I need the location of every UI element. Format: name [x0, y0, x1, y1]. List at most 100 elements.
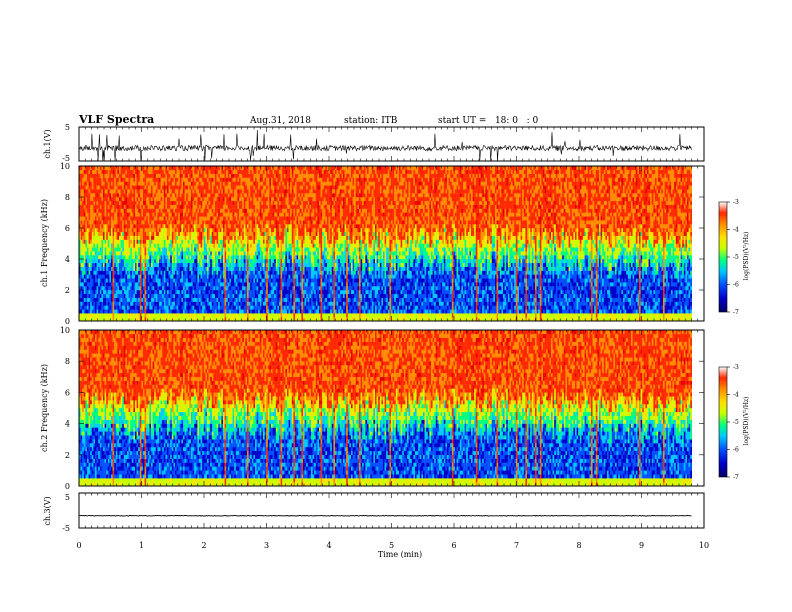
- spectro-cell: [243, 290, 246, 295]
- spectro-cell: [237, 208, 240, 213]
- spectro-cell: [261, 255, 264, 260]
- spectro-cell: [127, 290, 129, 295]
- spectro-cell: [149, 235, 152, 240]
- spectro-cell: [247, 185, 249, 190]
- spectro-cell: [170, 297, 172, 302]
- spectro-cell: [127, 224, 129, 229]
- spectro-cell: [127, 220, 129, 225]
- spectro-cell: [263, 286, 265, 291]
- spectro-cell: [171, 266, 174, 271]
- spectro-cell: [130, 228, 132, 233]
- spectro-cell: [266, 286, 268, 291]
- spectro-cell: [152, 274, 155, 279]
- spectro-cell: [91, 293, 94, 298]
- spectro-cell: [123, 193, 126, 198]
- spectro-cell: [170, 173, 172, 178]
- spectro-cell: [187, 251, 190, 256]
- spectro-cell: [136, 193, 139, 198]
- spectro-cell: [155, 255, 158, 260]
- spectro-cell: [107, 173, 110, 178]
- spectro-cell: [143, 297, 145, 302]
- spectro-cell: [151, 185, 153, 190]
- spectro-cell: [243, 231, 246, 236]
- spectro-cell: [112, 247, 115, 252]
- spectro-cell: [178, 239, 180, 244]
- spectro-cell: [99, 313, 102, 318]
- spectro-cell: [235, 200, 238, 205]
- spectro-cell: [264, 305, 267, 310]
- spectro-cell: [187, 166, 190, 171]
- spectro-cell: [232, 259, 235, 264]
- spectro-cell: [218, 185, 220, 190]
- spectro-cell: [154, 266, 156, 271]
- spectro-cell: [167, 255, 169, 260]
- spectro-cell: [138, 181, 140, 186]
- spectro-cell: [218, 301, 220, 306]
- spectro-cell: [184, 313, 187, 318]
- spectro-cell: [227, 243, 230, 248]
- spectro-cell: [122, 235, 124, 240]
- spectro-cell: [219, 259, 222, 264]
- spectro-cell: [115, 239, 118, 244]
- spectro-cell: [104, 193, 107, 198]
- spectro-cell: [259, 247, 262, 252]
- spectro-cell: [128, 197, 131, 202]
- spectro-cell: [79, 228, 81, 233]
- spectro-cell: [199, 293, 201, 298]
- spectro-cell: [95, 270, 97, 275]
- spectro-cell: [261, 259, 264, 264]
- spectro-cell: [159, 282, 161, 287]
- spectro-cell: [96, 278, 99, 283]
- spectro-cell: [184, 228, 187, 233]
- spectro-cell: [133, 181, 136, 186]
- spectro-cell: [168, 255, 171, 260]
- spectro-cell: [122, 301, 124, 306]
- spectro-cell: [184, 247, 187, 252]
- spectro-cell: [207, 301, 209, 306]
- spectro-cell: [194, 286, 196, 291]
- spectro-cell: [229, 216, 232, 221]
- spectro-cell: [263, 259, 265, 264]
- spectro-cell: [106, 266, 108, 271]
- spectro-cell: [259, 290, 262, 295]
- spectro-cell: [157, 177, 160, 182]
- spectro-cell: [130, 270, 132, 275]
- spectro-cell: [181, 290, 184, 295]
- spectro-cell: [179, 173, 182, 178]
- spectro-cell: [130, 173, 132, 178]
- spectro-cell: [261, 305, 264, 310]
- spectro-cell: [154, 255, 156, 260]
- spectro-cell: [128, 216, 131, 221]
- spectro-cell: [90, 259, 92, 264]
- spectro-cell: [203, 247, 206, 252]
- spectro-cell: [253, 181, 256, 186]
- spectro-cell: [135, 173, 137, 178]
- spectro-cell: [88, 262, 91, 267]
- spectro-cell: [107, 208, 110, 213]
- spectro-cell: [187, 286, 190, 291]
- spectro-cell: [248, 301, 251, 306]
- spectro-cell: [216, 193, 219, 198]
- spectro-cell: [154, 189, 156, 194]
- ch1-ytick-top: 5: [65, 123, 70, 132]
- spectro-cell: [106, 228, 108, 233]
- spectro-cell: [251, 193, 254, 198]
- spectro-cell: [226, 282, 228, 287]
- spectro-cell: [146, 270, 148, 275]
- spectro-cell: [88, 204, 91, 209]
- spectro-cell: [135, 212, 137, 217]
- spectro-cell: [111, 293, 113, 298]
- spectro-cell: [248, 189, 251, 194]
- spectro-cell: [87, 270, 89, 275]
- spectro-cell: [127, 270, 129, 275]
- spectro-cell: [85, 274, 88, 279]
- spectro-cell: [218, 259, 220, 264]
- spectro-cell: [83, 173, 86, 178]
- spectro-cell: [259, 286, 262, 291]
- spectro-cell: [248, 212, 251, 217]
- spectro-cell: [243, 181, 246, 186]
- spectro-cell: [240, 266, 243, 271]
- spectro-cell: [192, 193, 195, 198]
- spectro-cell: [263, 309, 265, 314]
- spectro-cell: [215, 212, 217, 217]
